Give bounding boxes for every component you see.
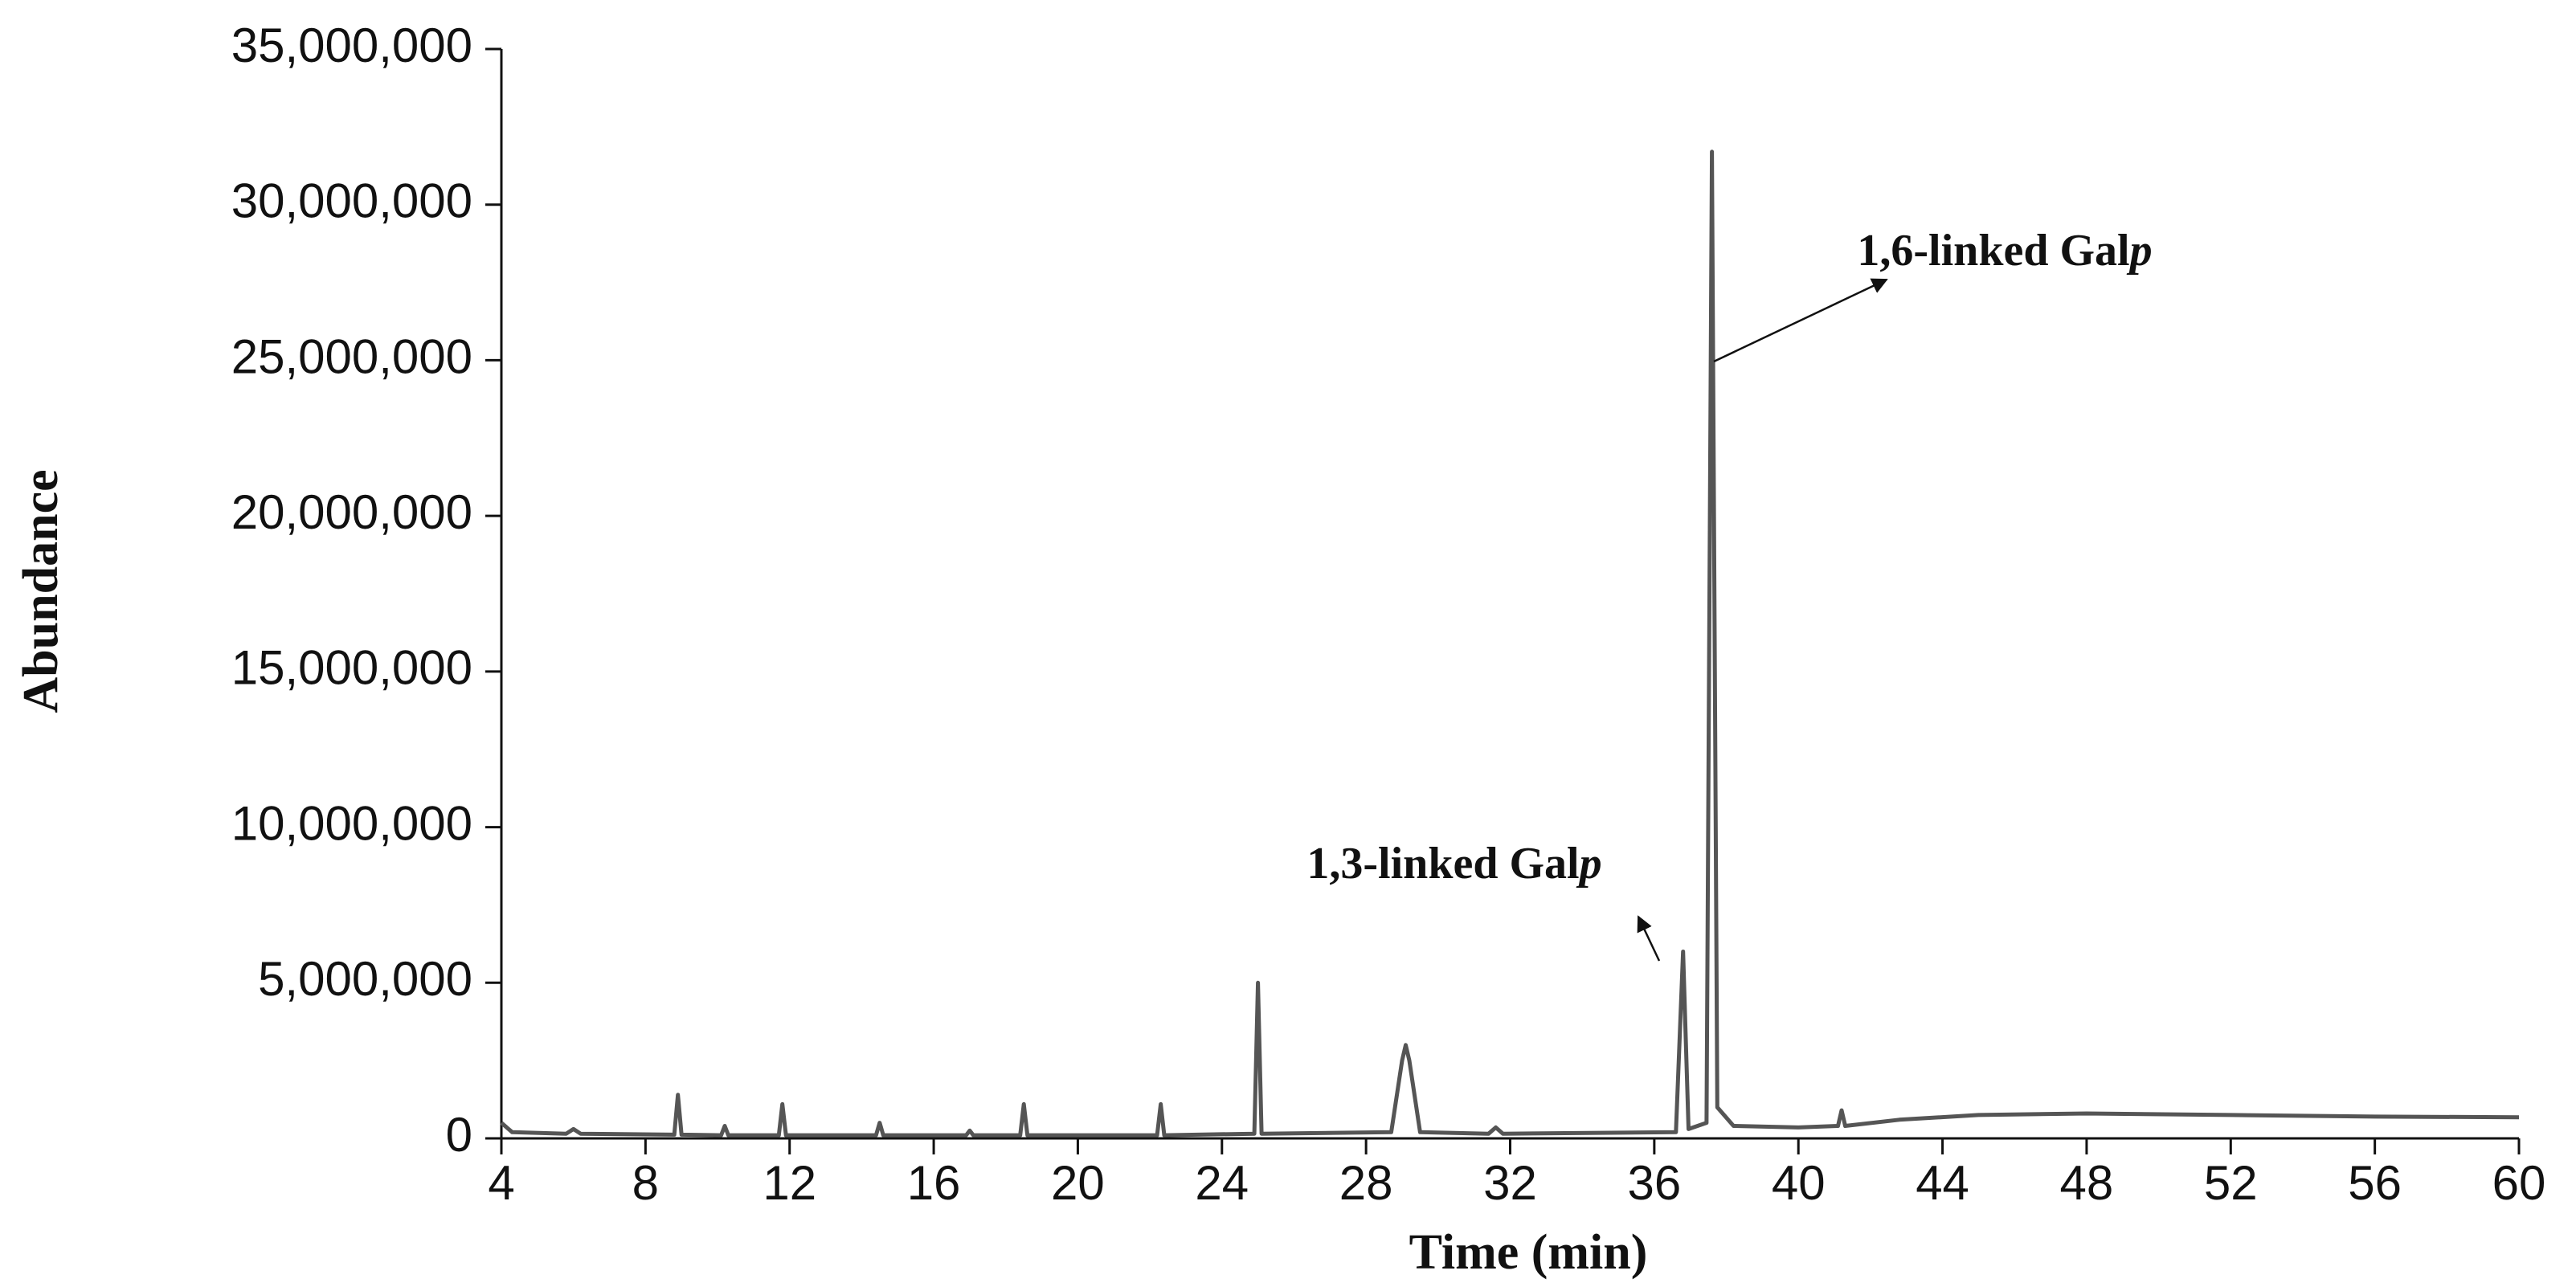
y-tick-label: 15,000,000 xyxy=(231,641,472,695)
annotation-part: 1,3-linked Gal xyxy=(1306,839,1579,889)
y-tick-label: 0 xyxy=(446,1108,472,1162)
y-tick-label: 30,000,000 xyxy=(231,174,472,228)
x-tick-label: 32 xyxy=(1483,1156,1537,1210)
x-tick-label: 52 xyxy=(2204,1156,2258,1210)
annotation-part: p xyxy=(2127,226,2153,276)
x-tick-label: 56 xyxy=(2348,1156,2402,1210)
annotation-part: 1,6-linked Gal xyxy=(1857,226,2129,276)
y-tick-label: 5,000,000 xyxy=(258,952,472,1006)
annotation-part: p xyxy=(1576,839,1602,889)
x-tick-label: 60 xyxy=(2492,1156,2546,1210)
data-line xyxy=(500,149,2520,1138)
x-tick-label: 4 xyxy=(488,1156,514,1210)
x-tick-label: 20 xyxy=(1051,1156,1105,1210)
annotation-arrow xyxy=(1637,915,1661,962)
annotation: 1,3-linked Galp xyxy=(1306,839,1601,889)
annotation: 1,6-linked Galp xyxy=(1857,226,2152,276)
x-tick-label: 48 xyxy=(2060,1156,2114,1210)
y-tick-label: 20,000,000 xyxy=(231,485,472,539)
y-tick-label: 25,000,000 xyxy=(231,329,472,383)
x-tick-label: 12 xyxy=(763,1156,816,1210)
x-tick-label: 28 xyxy=(1339,1156,1393,1210)
x-tick-label: 44 xyxy=(1916,1156,1969,1210)
x-tick-label: 40 xyxy=(1772,1156,1826,1210)
x-tick-label: 16 xyxy=(907,1156,961,1210)
y-tick-label: 35,000,000 xyxy=(231,18,472,72)
x-tick-label: 8 xyxy=(632,1156,659,1210)
x-tick-label: 36 xyxy=(1627,1156,1681,1210)
x-tick-label: 24 xyxy=(1195,1156,1249,1210)
y-axis-title: Abundance xyxy=(14,469,68,713)
y-tick-label: 10,000,000 xyxy=(231,796,472,850)
annotation-arrow xyxy=(1713,278,1888,363)
x-axis-title: Time (min) xyxy=(1409,1225,1648,1280)
